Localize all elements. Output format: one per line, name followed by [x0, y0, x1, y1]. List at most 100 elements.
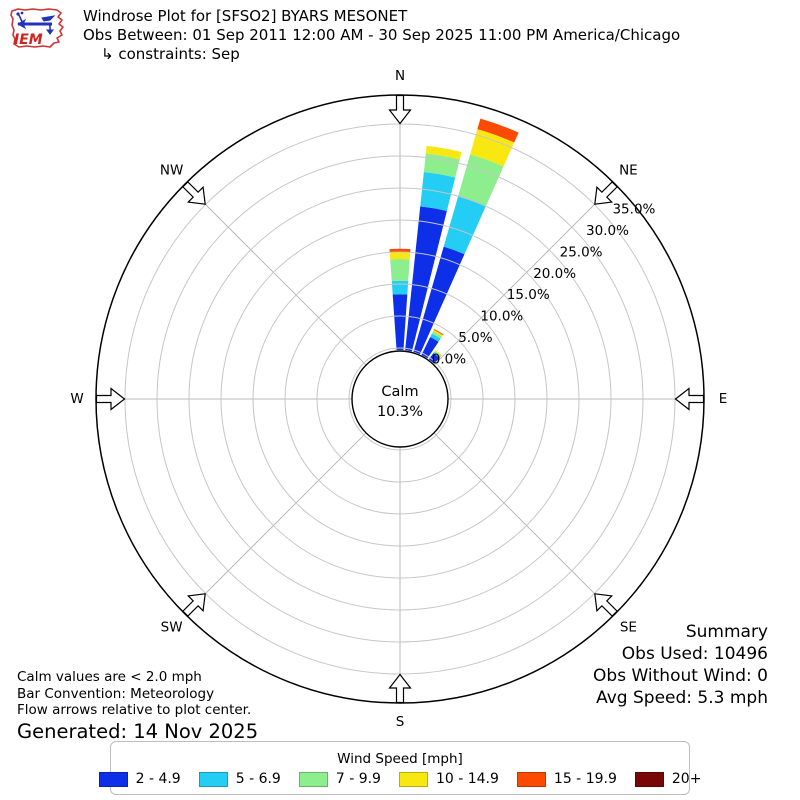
legend-swatch [298, 771, 328, 787]
summary-obs-used: Obs Used: 10496 [621, 644, 768, 664]
legend-label: 5 - 6.9 [235, 771, 281, 787]
windrose-bar-segment [392, 294, 408, 351]
windrose-bar-segment [391, 280, 409, 295]
windrose-bar-segment [433, 329, 444, 336]
summary-avg-speed: Avg Speed: 5.3 mph [596, 688, 768, 708]
header-title-block: Windrose Plot for [SFSO2] BYARS MESONET … [83, 7, 680, 64]
generated-timestamp: Generated: 14 Nov 2025 [17, 719, 259, 743]
compass-label-n: N [395, 68, 405, 84]
windrose-bar-segment [425, 145, 462, 160]
windrose-bar-segment [389, 252, 411, 260]
constraints-line: ↳ constraints: Sep [101, 45, 240, 63]
windrose-bar-segment [434, 350, 442, 357]
grid-ring [284, 283, 516, 515]
legend-label: 20+ [671, 771, 702, 787]
compass-label-ne: NE [619, 163, 638, 179]
grid-ring [348, 347, 452, 451]
legend-swatch [98, 771, 128, 787]
compass-label-e: E [719, 391, 728, 407]
windrose-bar-segment [405, 206, 447, 352]
iem-logo: IEM [10, 8, 64, 48]
weather-vane-icon [16, 11, 56, 35]
ring-tick-label: 0.0% [432, 351, 466, 367]
flow-arrow-w [95, 387, 126, 411]
flow-arrow-sw [182, 593, 206, 617]
windrose-bar-segment [433, 329, 444, 337]
compass-label-w: W [70, 391, 83, 407]
legend-label: 7 - 9.9 [335, 771, 381, 787]
flow-arrow-nw [182, 181, 206, 205]
calm-circle [351, 350, 449, 448]
compass-label-s: S [396, 714, 405, 730]
calm-label: Calm [381, 384, 418, 400]
legend-swatch [398, 771, 428, 787]
legend-label: 15 - 19.9 [553, 771, 617, 787]
grid-ring [220, 219, 580, 579]
windrose-bar-segment [477, 118, 519, 143]
windrose-bar-segment [470, 129, 515, 167]
ring-tick-label: 10.0% [480, 309, 523, 325]
ring-tick-label: 25.0% [560, 244, 603, 260]
legend-title: Wind Speed [mph] [337, 751, 463, 767]
logo-text: IEM [14, 32, 43, 48]
calm-note: Calm values are < 2.0 mph [17, 669, 202, 685]
legend-item: 10 - 14.9 [398, 771, 499, 787]
compass-label-se: SE [620, 619, 637, 635]
ring-tick-label: 30.0% [586, 223, 629, 239]
ring-tick-label: 15.0% [507, 287, 550, 303]
flow-arrow-n [388, 94, 412, 125]
flow-arrow-e [674, 387, 705, 411]
iowa-outline [10, 8, 64, 48]
windrose-bar-segment [413, 246, 465, 355]
windrose-bar-segment [430, 333, 441, 342]
grid-ring [188, 187, 612, 611]
grid-ring [316, 315, 484, 483]
windrose-bar-segment [443, 195, 487, 255]
flow-arrow-se [594, 593, 618, 617]
legend-item: 20+ [634, 771, 702, 787]
summary-title: Summary [685, 622, 768, 642]
windrose-bar-segment [389, 248, 411, 253]
flow-arrows-note: Flow arrows relative to plot center. [17, 702, 252, 718]
ring-tick-label: 5.0% [458, 330, 492, 346]
grid-spoke [184, 432, 367, 615]
legend-swatch [198, 771, 228, 787]
compass-label-sw: SW [161, 619, 183, 635]
flow-arrow-ne [594, 181, 618, 205]
legend-item: 15 - 19.9 [516, 771, 617, 787]
legend-item: 2 - 4.9 [98, 771, 181, 787]
wind-speed-legend: Wind Speed [mph] 2 - 4.9 5 - 6.9 7 - 9.9 10… [98, 741, 701, 795]
grid-spoke [184, 183, 367, 366]
windrose-bar-segment [458, 154, 504, 206]
windrose-bar-segment [431, 331, 443, 339]
legend-items: 2 - 4.9 5 - 6.9 7 - 9.9 10 - 14.9 15 - 19.9 2… [98, 771, 702, 787]
legend-label: 10 - 14.9 [435, 771, 499, 787]
notes-block: Calm values are < 2.0 mph Bar Convention… [17, 669, 258, 743]
legend-swatch [516, 771, 546, 787]
legend-label: 2 - 4.9 [135, 771, 181, 787]
grid-ring [156, 155, 644, 643]
page-title: Windrose Plot for [SFSO2] BYARS MESONET [83, 7, 408, 25]
compass-label-nw: NW [160, 163, 183, 179]
legend-item: 7 - 9.9 [298, 771, 381, 787]
windrose-bar-segment [423, 153, 460, 178]
summary-block: Summary Obs Used: 10496 Obs Without Wind… [593, 621, 768, 709]
grid-ring [252, 251, 548, 547]
bar-convention-note: Bar Convention: Meteorology [17, 685, 215, 702]
ring-tick-label: 35.0% [612, 202, 655, 218]
windrose-bar-segment [390, 259, 410, 282]
summary-obs-without-wind: Obs Without Wind: 0 [593, 666, 768, 686]
grid-spoke [433, 432, 616, 615]
page-subtitle: Obs Between: 01 Sep 2011 12:00 AM - 30 S… [83, 26, 681, 44]
flow-arrow-s [388, 673, 412, 704]
legend-item: 5 - 6.9 [198, 771, 281, 787]
windrose-bar-segment [433, 352, 441, 359]
grid-spoke [433, 183, 616, 366]
ring-tick-label: 20.0% [533, 266, 576, 282]
windrose-bar-segment [434, 351, 442, 358]
legend-swatch [634, 771, 664, 787]
windrose-bar-segment [421, 337, 439, 359]
windrose-bar-segment [428, 353, 440, 364]
calm-percent: 10.3% [377, 404, 423, 420]
